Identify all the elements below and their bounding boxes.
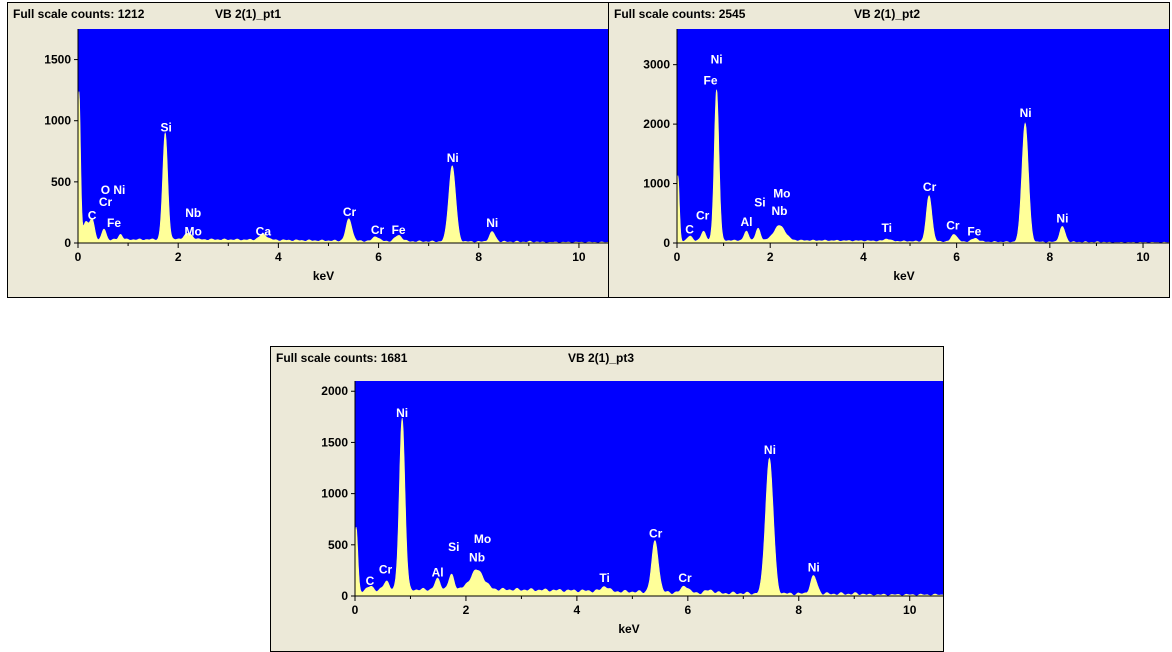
x-tick-label: 10 [572, 250, 586, 264]
peak-label: Cr [343, 205, 357, 219]
x-tick-label: 8 [795, 603, 802, 617]
peak-label: Si [448, 540, 459, 554]
full-scale-counts-label: Full scale counts: 1681 [276, 351, 408, 365]
peak-label: C [685, 223, 694, 237]
peak-label: Mo [185, 224, 202, 238]
peak-label: Cr [923, 180, 937, 194]
peak-label: Ni [1056, 211, 1068, 225]
peak-label: Cr [379, 563, 393, 577]
x-axis-label: keV [618, 622, 639, 636]
peak-label: Nb [772, 204, 788, 218]
peak-label: Al [432, 566, 444, 580]
spectrum-title: VB 2(1)_pt2 [854, 7, 921, 21]
x-axis-label: keV [313, 269, 334, 283]
x-tick-label: 10 [903, 603, 917, 617]
peak-label: Mo [474, 532, 491, 546]
y-tick-label: 1000 [643, 177, 670, 191]
plot-area [677, 29, 1169, 243]
peak-label: Mo [773, 186, 790, 200]
spectrum-series [354, 418, 943, 597]
x-tick-label: 4 [860, 250, 867, 264]
full-scale-counts-label: Full scale counts: 2545 [614, 7, 746, 21]
y-tick-label: 0 [341, 589, 348, 603]
y-tick-label: 2000 [321, 384, 348, 398]
peak-label: C [88, 208, 97, 222]
x-tick-label: 4 [574, 603, 581, 617]
peak-label: Ni [764, 443, 776, 457]
y-tick-label: 1000 [321, 487, 348, 501]
x-tick-label: 2 [175, 250, 182, 264]
peak-label: Cr [696, 208, 710, 222]
x-tick-label: 8 [475, 250, 482, 264]
peak-label: Ni [396, 406, 408, 420]
x-tick-label: 0 [75, 250, 82, 264]
x-tick-label: 0 [352, 603, 359, 617]
peak-label: Si [160, 120, 171, 134]
x-tick-label: 0 [674, 250, 681, 264]
y-tick-label: 1500 [321, 435, 348, 449]
peak-label: Si [754, 195, 765, 209]
full-scale-counts-label: Full scale counts: 1212 [13, 7, 145, 21]
y-tick-label: 1500 [44, 53, 71, 67]
x-tick-label: 6 [953, 250, 960, 264]
peak-label: Fe [107, 216, 121, 230]
plot-area [355, 381, 943, 596]
peak-label: O Ni [101, 183, 126, 197]
peak-label: Cr [99, 195, 113, 209]
spectrum-series [77, 91, 609, 244]
x-axis-label: keV [893, 269, 914, 283]
spectrum-panel-pt1: Full scale counts: 1212 VB 2(1)_pt1 0 500… [7, 2, 610, 298]
y-tick-label: 500 [328, 538, 348, 552]
peak-label: Ti [599, 571, 609, 585]
y-tick-label: 0 [663, 236, 670, 250]
x-tick-label: 8 [1046, 250, 1053, 264]
y-tick-label: 0 [64, 236, 71, 250]
spectrum-chart-pt3: 0 500 1000 1500 2000 0 2 4 6 8 10 keV Ni C Cr Al Si Mo Nb T… [321, 381, 943, 636]
peak-label: Nb [185, 206, 201, 220]
peak-label: Ca [256, 224, 272, 238]
spectrum-panel-pt3: Full scale counts: 1681 VB 2(1)_pt3 0 500… [270, 346, 944, 652]
peak-label: Cr [946, 218, 960, 232]
peak-label: Cr [649, 527, 663, 541]
peak-label: Ni [486, 216, 498, 230]
x-tick-label: 2 [767, 250, 774, 264]
y-tick-label: 2000 [643, 117, 670, 131]
x-tick-label: 6 [684, 603, 691, 617]
x-tick-label: 10 [1136, 250, 1150, 264]
y-tick-label: 3000 [643, 58, 670, 72]
spectrum-title: VB 2(1)_pt3 [568, 351, 635, 365]
peak-label: Cr [678, 571, 692, 585]
peak-label: Al [740, 215, 752, 229]
peak-label: Ni [1020, 106, 1032, 120]
peak-label: Ni [808, 561, 820, 575]
peak-label: Ni [447, 151, 459, 165]
peak-label: C [366, 574, 375, 588]
peak-label: Nb [469, 550, 485, 564]
peak-label: Ni [711, 53, 723, 67]
spectrum-panel-pt2: Full scale counts: 2545 VB 2(1)_pt2 0 100… [608, 2, 1170, 298]
y-tick-label: 500 [51, 175, 71, 189]
peak-label: Fe [967, 224, 981, 238]
y-tick-label: 1000 [44, 114, 71, 128]
x-tick-label: 2 [463, 603, 470, 617]
peak-label: Ti [881, 221, 891, 235]
spectrum-title: VB 2(1)_pt1 [215, 7, 282, 21]
x-tick-label: 4 [275, 250, 282, 264]
x-tick-label: 6 [375, 250, 382, 264]
peak-label: Cr [371, 223, 385, 237]
peak-label: Fe [392, 223, 406, 237]
peak-label: Fe [704, 73, 718, 87]
